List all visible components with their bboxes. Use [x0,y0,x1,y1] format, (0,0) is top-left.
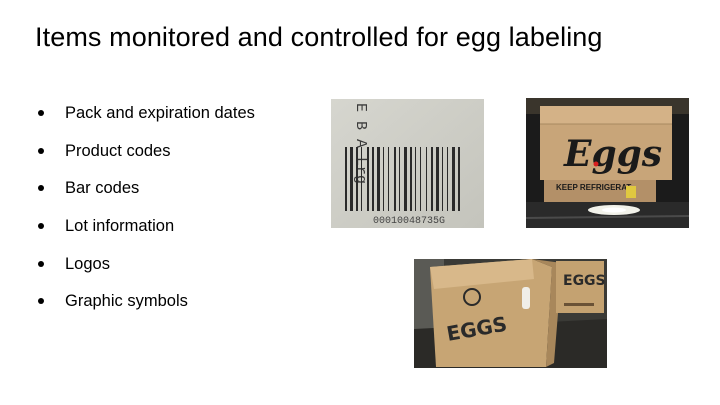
bullet-text: Pack and expiration dates [65,104,255,122]
bullet-item: Bar codes [38,178,255,216]
egg-box-photo: Eggs KEEP REFRIGERAT [526,98,689,228]
barcode-bars [345,147,460,211]
bullet-dot-icon [38,223,44,230]
bullet-list: Pack and expiration dates Product codes … [38,103,255,329]
bullet-text: Bar codes [65,179,140,198]
bullet-item: Graphic symbols [38,291,255,329]
bullet-text: Graphic symbols [65,292,188,311]
logo-icon [463,288,481,306]
bullet-text: Product codes [65,141,171,160]
egg-box-brand-text: Eggs [563,133,662,175]
bullet-dot-icon [38,110,44,116]
bullet-item: Logos [38,254,255,292]
bullet-text: Logos [65,254,110,273]
red-mark-icon [593,161,599,167]
barcode-number-text: 00010048735G [373,216,445,227]
bullet-dot-icon [38,185,44,192]
bullet-item: Pack and expiration dates [38,103,255,141]
conveyor-photo: EGGS EGGS [414,259,607,368]
barcode-photo: E B A Lrg 00010048735G [331,99,484,228]
conveyor-right-box-text: EGGS [563,273,606,289]
barcode-code-text: E B A Lrg [352,103,369,184]
bullet-text: Lot information [65,217,175,236]
bullet-dot-icon [38,147,44,154]
bullet-item: Lot information [38,216,255,254]
slide-title: Items monitored and controlled for egg l… [35,22,603,52]
bullet-dot-icon [38,298,44,305]
bullet-item: Product codes [38,141,255,179]
egg-box-label-text: KEEP REFRIGERAT [556,183,631,192]
bullet-dot-icon [38,260,44,267]
